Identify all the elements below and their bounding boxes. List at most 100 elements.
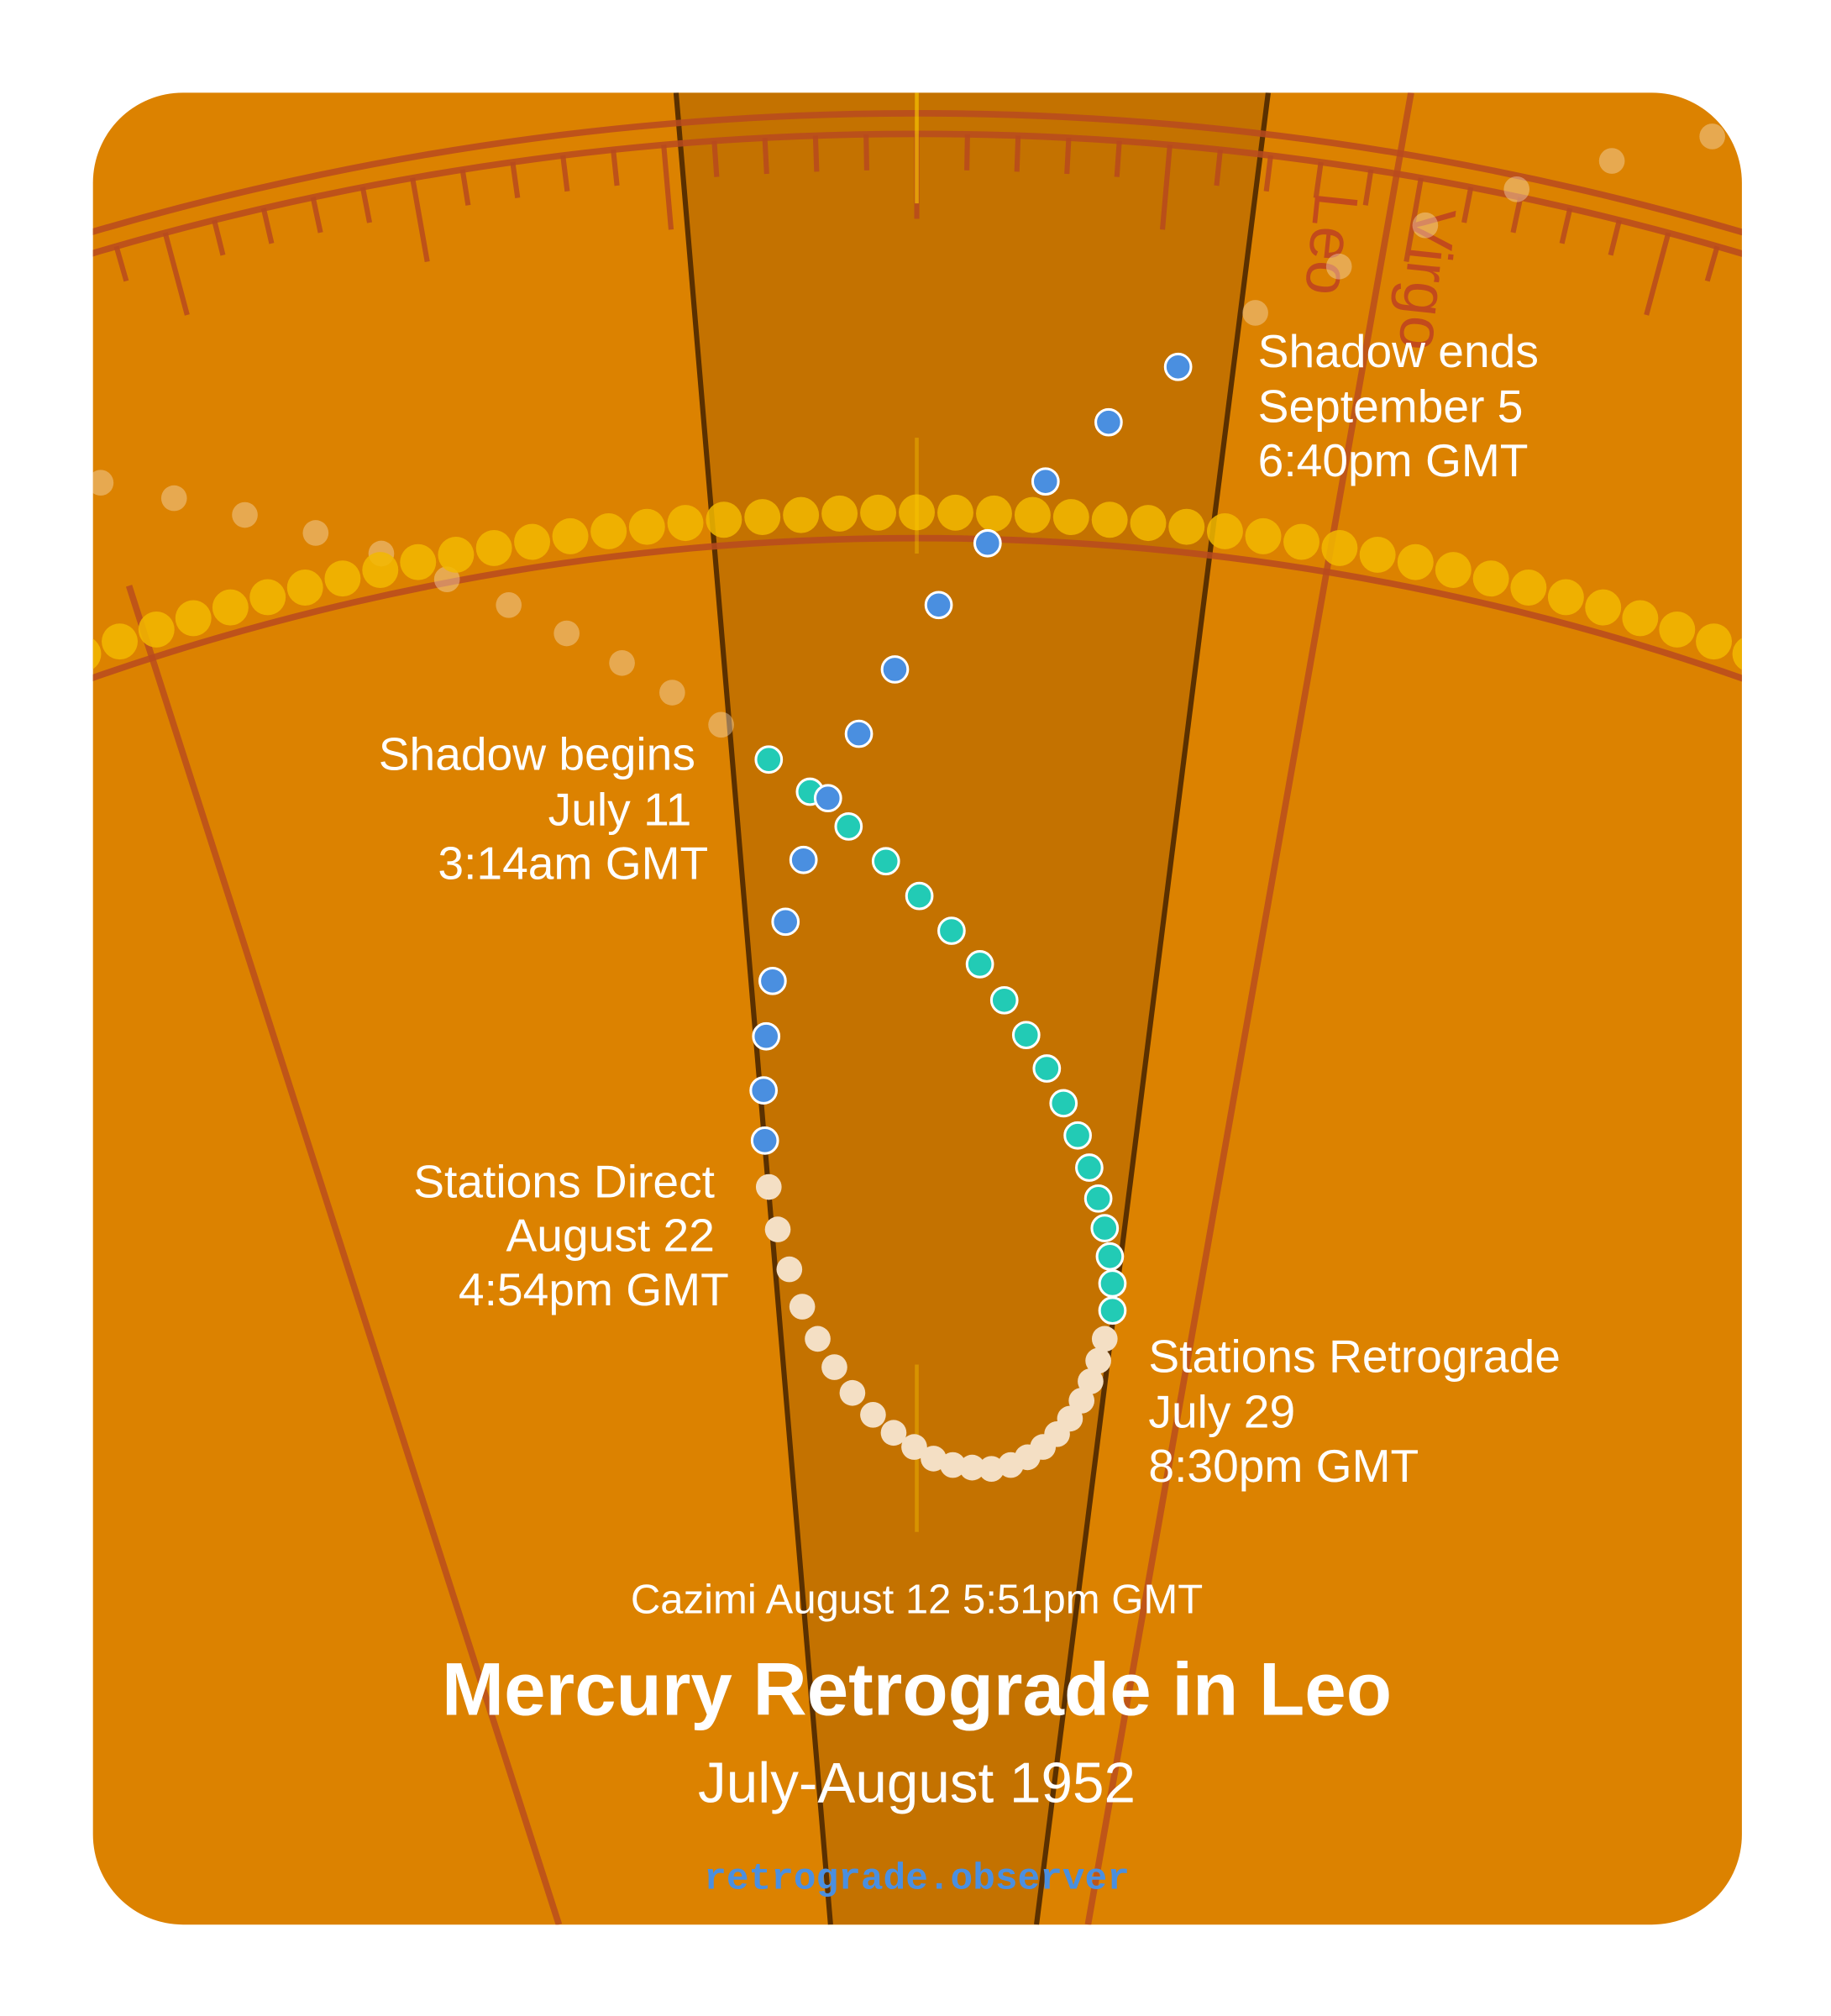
faint-dot bbox=[232, 501, 258, 528]
sun-dot bbox=[976, 495, 1012, 532]
degree-tick bbox=[1608, 219, 1622, 256]
degree-tick bbox=[1160, 144, 1173, 230]
event-date: July 29 bbox=[1148, 1386, 1295, 1438]
faint-dot bbox=[496, 591, 522, 618]
faint-dot bbox=[1699, 123, 1725, 150]
degree-tick bbox=[113, 245, 129, 282]
pre-shadow-dot bbox=[754, 745, 784, 774]
post-shadow-dot bbox=[758, 966, 787, 995]
pre-shadow-dot bbox=[1011, 1021, 1041, 1050]
post-shadow-dot bbox=[813, 784, 842, 813]
pre-shadow-dot bbox=[1075, 1153, 1104, 1182]
event-name: Shadow begins bbox=[379, 727, 695, 780]
sun-dot bbox=[324, 560, 361, 597]
faint-dot bbox=[553, 620, 580, 647]
degree-tick bbox=[1403, 177, 1424, 263]
event-time: 6:40pm GMT bbox=[1258, 434, 1529, 486]
sun-dot bbox=[514, 523, 551, 560]
sun-dot bbox=[590, 512, 627, 549]
retrograde-dot bbox=[1068, 1388, 1095, 1414]
degree-tick bbox=[560, 155, 570, 192]
sun-dot bbox=[102, 623, 138, 660]
zodiac-arc bbox=[92, 534, 1742, 790]
degree-tick bbox=[410, 177, 430, 263]
sun-dot bbox=[1245, 517, 1282, 554]
pre-shadow-dot bbox=[989, 985, 1019, 1015]
degree-tick bbox=[863, 134, 870, 171]
sun-dot bbox=[1585, 589, 1622, 626]
sun-dot bbox=[1168, 508, 1205, 545]
post-shadow-dot bbox=[1094, 407, 1123, 437]
degree-tick bbox=[1803, 276, 1814, 311]
sun-dot bbox=[212, 589, 249, 626]
sun-dot bbox=[138, 612, 175, 648]
event-time: 3:14am GMT bbox=[438, 837, 708, 890]
degree-tick bbox=[1461, 186, 1474, 223]
sun-dot bbox=[783, 496, 820, 533]
degree-tick bbox=[762, 137, 769, 175]
degree-tick bbox=[1704, 245, 1720, 282]
sun-dot bbox=[29, 649, 65, 685]
degree-tick bbox=[611, 150, 620, 186]
faint-dot bbox=[659, 680, 685, 706]
event-name: Stations Retrograde bbox=[1148, 1331, 1561, 1383]
degree-tick bbox=[1510, 197, 1524, 234]
faint-dot bbox=[1325, 253, 1352, 280]
event-time: 4:54pm GMT bbox=[459, 1263, 729, 1315]
retrograde-dot bbox=[839, 1379, 866, 1406]
sun-dot bbox=[438, 536, 475, 573]
pre-shadow-dot bbox=[1049, 1089, 1078, 1118]
degree-tick bbox=[459, 169, 471, 206]
degree-tick bbox=[1064, 137, 1072, 175]
degree-tick bbox=[260, 207, 275, 244]
degree-tick bbox=[310, 197, 323, 234]
sign-boundary bbox=[1084, 92, 1414, 1925]
sun-dot bbox=[1321, 529, 1358, 566]
sun-dot bbox=[860, 494, 897, 531]
degree-tick bbox=[711, 140, 720, 177]
sun-dot bbox=[1696, 623, 1732, 660]
degree-tick bbox=[1755, 260, 1766, 295]
faint-dot bbox=[1598, 148, 1625, 174]
post-shadow-dot bbox=[1163, 352, 1193, 381]
sun-dot bbox=[1659, 612, 1696, 648]
degree-tick bbox=[1644, 232, 1671, 316]
pre-shadow-dot bbox=[937, 916, 966, 945]
sun-dot bbox=[1130, 505, 1167, 542]
wedge-edge bbox=[1034, 92, 1271, 1925]
sun-dot bbox=[1435, 552, 1472, 589]
degree-tick bbox=[661, 144, 674, 230]
sun-dot bbox=[821, 495, 858, 532]
sun-dot bbox=[1769, 649, 1805, 685]
faint-dot bbox=[92, 470, 114, 496]
faint-dot bbox=[302, 520, 329, 546]
retrograde-dot bbox=[755, 1173, 782, 1200]
degree-tick bbox=[1559, 207, 1573, 244]
event-date: August 22 bbox=[506, 1210, 715, 1262]
sun-dot bbox=[1805, 663, 1831, 699]
cazimi: Cazimi August 12 5:51pm GMT bbox=[631, 1577, 1203, 1622]
post-shadow-dot bbox=[750, 1126, 779, 1155]
faint-dot bbox=[708, 711, 734, 738]
sun-dot bbox=[1206, 512, 1243, 549]
post-shadow-dot bbox=[924, 591, 953, 620]
pre-shadow-dot bbox=[1032, 1054, 1062, 1083]
faint-dot bbox=[1503, 176, 1530, 202]
pre-shadow-dot bbox=[1098, 1296, 1127, 1326]
sun-dot bbox=[937, 494, 973, 531]
retrograde-dot bbox=[1078, 1368, 1104, 1394]
event-date: July 11 bbox=[548, 783, 692, 835]
sun-dot bbox=[400, 543, 437, 580]
sign-boundary bbox=[125, 585, 563, 1925]
sun-dot bbox=[1732, 636, 1742, 672]
retrograde-dot bbox=[901, 1434, 927, 1460]
wedge-edge bbox=[673, 92, 833, 1925]
retrograde-dot bbox=[1091, 1326, 1118, 1352]
sun-dot bbox=[1622, 600, 1659, 637]
sun-dot bbox=[1359, 536, 1396, 573]
pre-shadow-dot bbox=[871, 847, 900, 876]
pre-shadow-dot bbox=[1063, 1121, 1092, 1150]
faint-dot bbox=[160, 485, 187, 512]
sun-dot bbox=[1283, 523, 1319, 560]
sun-dot bbox=[706, 501, 742, 538]
